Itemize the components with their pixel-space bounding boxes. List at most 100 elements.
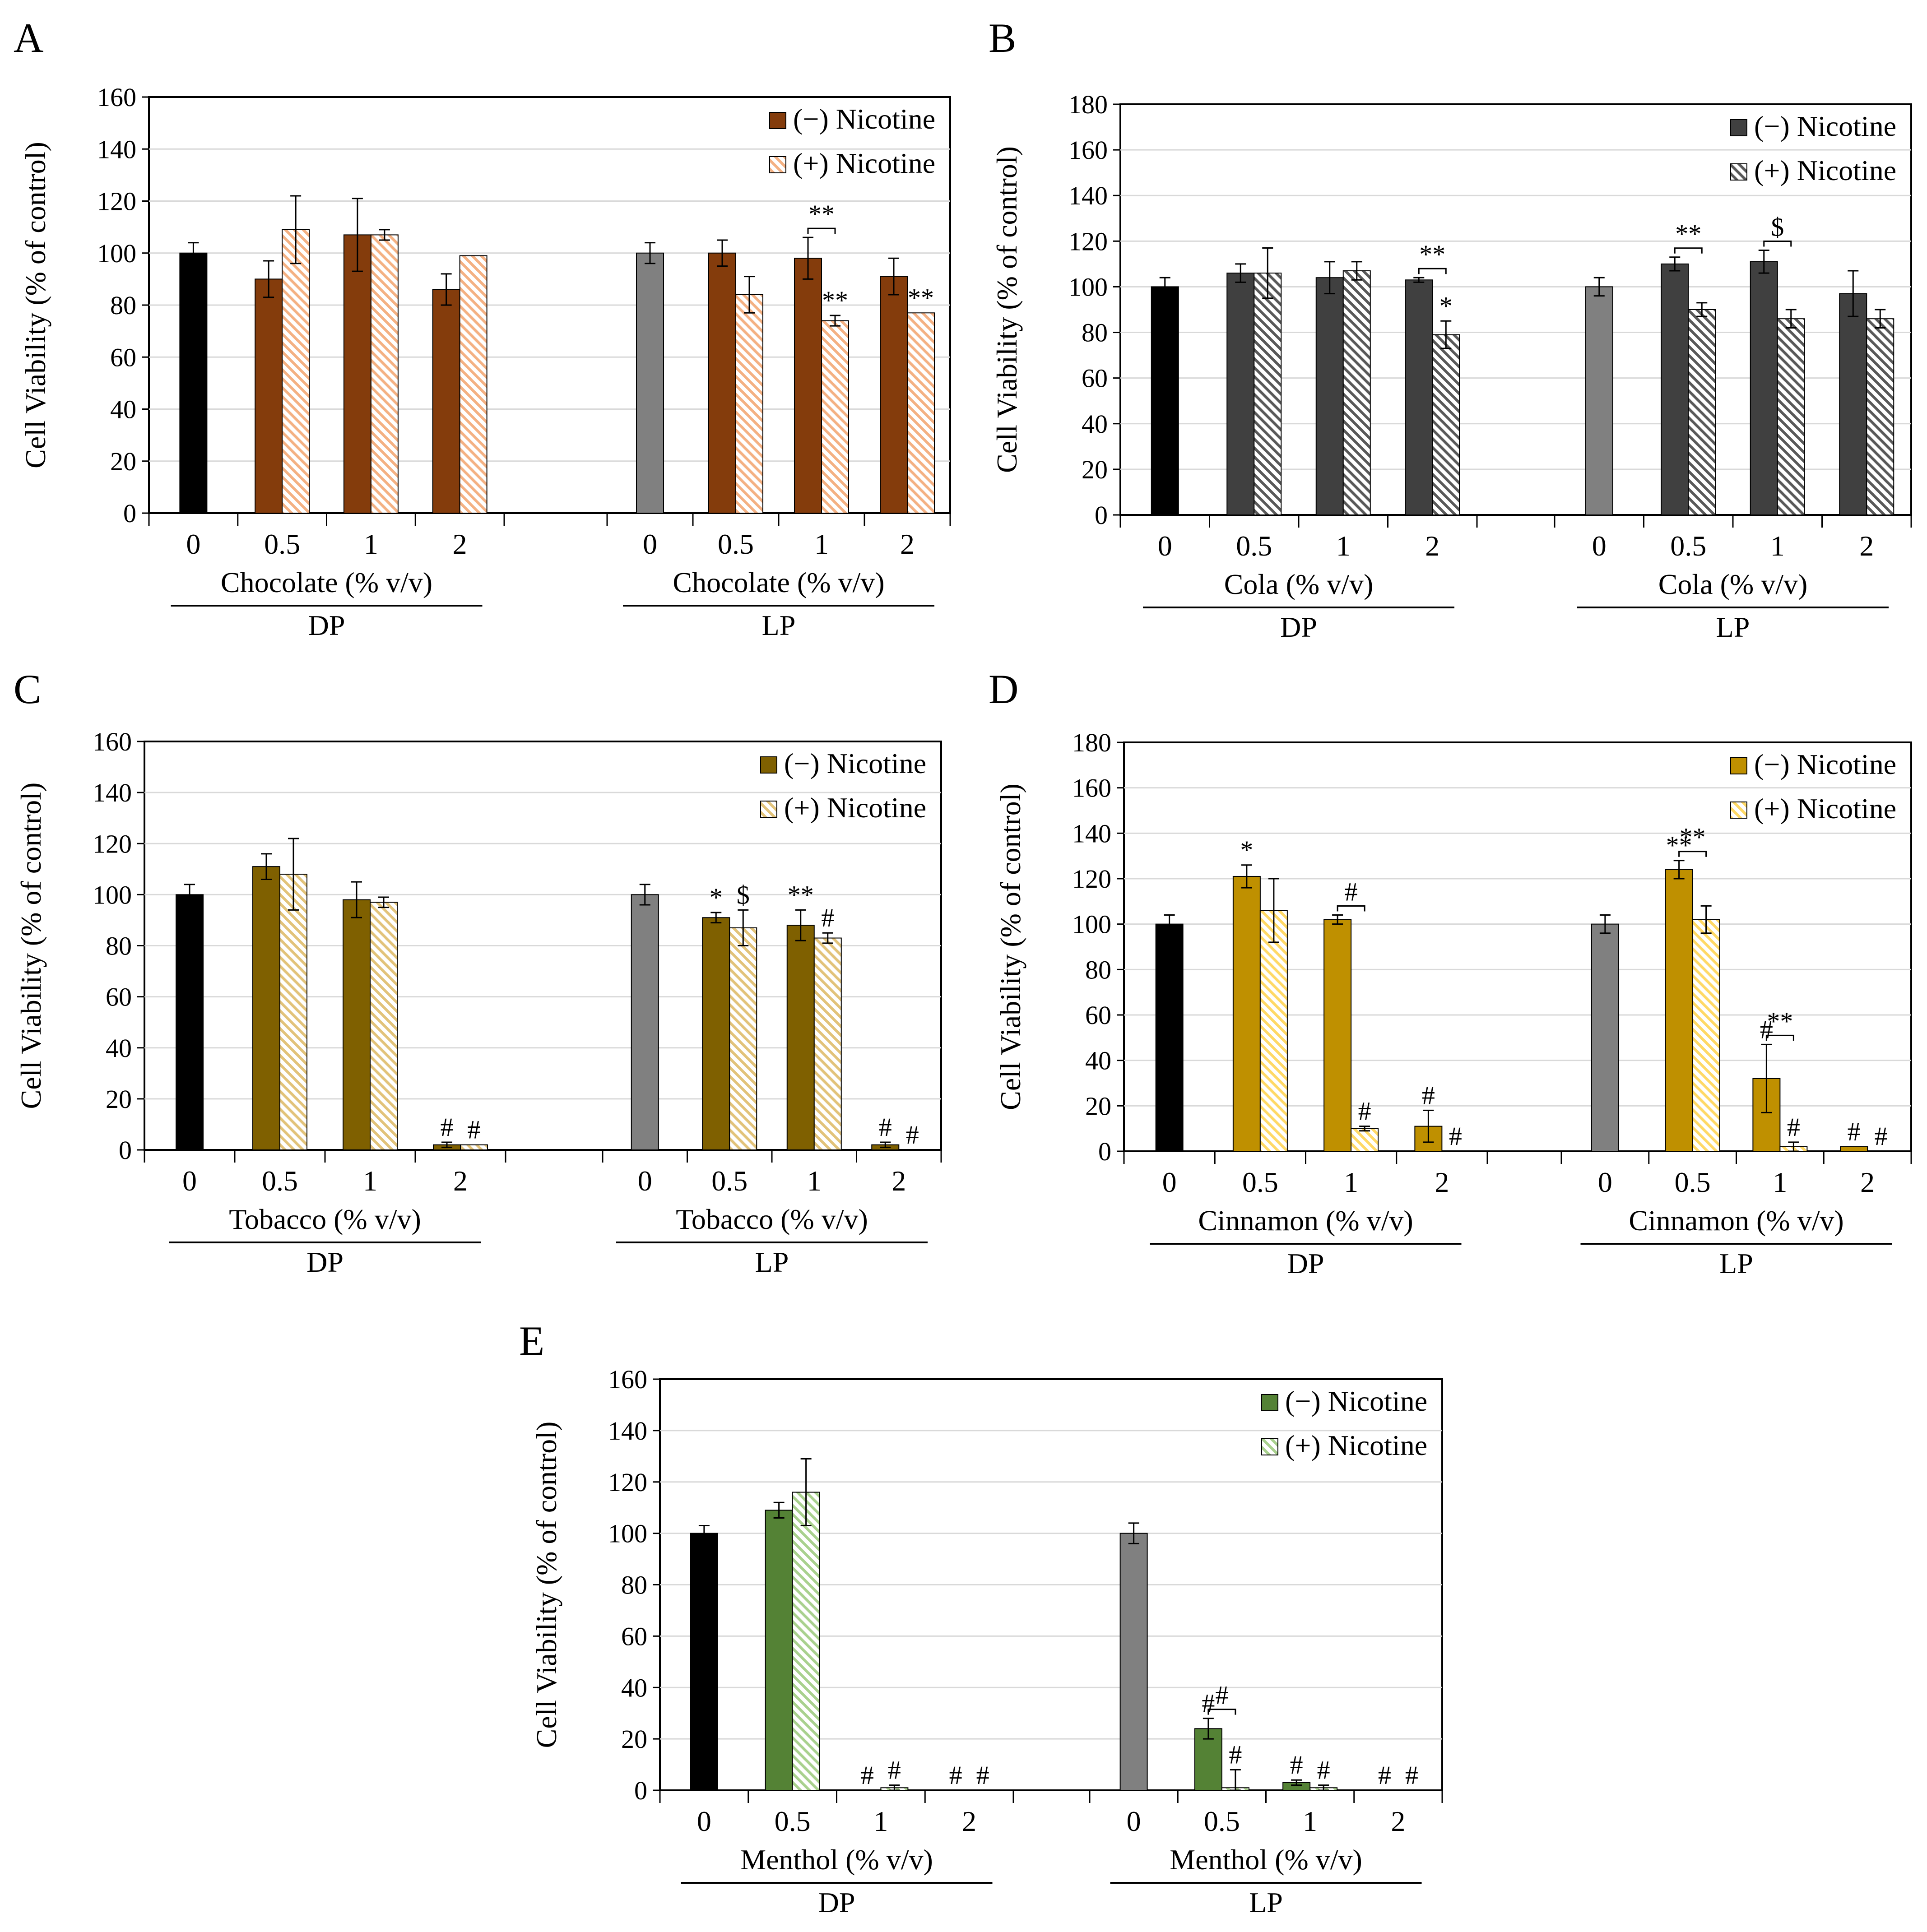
x-tick-label: 0 bbox=[186, 528, 200, 560]
bar-control bbox=[1591, 923, 1619, 1152]
x-tick-label: 0.5 bbox=[262, 1165, 298, 1197]
y-tick-label: 100 bbox=[608, 1519, 647, 1548]
bar-neg-nicotine bbox=[765, 1510, 793, 1791]
bar-neg-nicotine bbox=[1232, 876, 1261, 1152]
x-tick-label: 2 bbox=[453, 528, 467, 560]
legend-swatch-pos bbox=[1261, 1438, 1278, 1455]
sig-annotation: # bbox=[879, 1112, 892, 1142]
y-tick-label: 160 bbox=[1072, 774, 1111, 803]
legend-label-pos: (+) Nicotine bbox=[1754, 792, 1896, 825]
y-tick-label: 0 bbox=[634, 1776, 647, 1805]
y-tick-label: 120 bbox=[1072, 864, 1111, 894]
bar-pos-nicotine bbox=[907, 312, 935, 514]
x-axis-label: Chocolate (% v/v) bbox=[221, 566, 432, 598]
x-axis-label: Menthol (% v/v) bbox=[1170, 1844, 1362, 1876]
bar-neg-nicotine bbox=[343, 234, 371, 514]
y-tick-label: 140 bbox=[608, 1416, 647, 1446]
bar-pos-nicotine bbox=[729, 927, 757, 1150]
y-tick-label: 120 bbox=[97, 187, 136, 216]
y-tick-label: 40 bbox=[621, 1673, 647, 1702]
y-axis-label: Cell Viability (% of control) bbox=[19, 142, 51, 468]
legend-swatch-pos bbox=[760, 801, 777, 818]
bar-pos-nicotine bbox=[279, 874, 307, 1150]
group-label: DP bbox=[818, 1886, 855, 1918]
legend: (−) Nicotine (+) Nicotine bbox=[769, 103, 935, 179]
x-tick-label: 0.5 bbox=[711, 1165, 748, 1197]
x-tick-label: 0.5 bbox=[1675, 1166, 1711, 1198]
y-tick-label: 120 bbox=[608, 1468, 647, 1497]
sig-annotation: # bbox=[1229, 1740, 1242, 1769]
legend-label-pos: (+) Nicotine bbox=[1754, 154, 1896, 186]
bar-pos-nicotine bbox=[282, 229, 310, 514]
y-tick-label: 20 bbox=[106, 1084, 132, 1114]
sig-annotation: # bbox=[1449, 1121, 1462, 1151]
sig-annotation: # bbox=[1317, 1756, 1330, 1785]
x-tick-label: 0 bbox=[1592, 530, 1607, 562]
sig-annotation: # bbox=[906, 1120, 919, 1149]
sig-annotation: $ bbox=[737, 880, 750, 909]
y-tick-label: 160 bbox=[93, 727, 132, 756]
legend: (−) Nicotine (+) Nicotine bbox=[760, 747, 926, 824]
bar-pos-nicotine bbox=[1688, 309, 1716, 515]
bar-control bbox=[1155, 923, 1184, 1152]
bar-neg-nicotine bbox=[252, 866, 280, 1150]
comparison-bracket bbox=[1418, 268, 1447, 274]
y-tick-label: 140 bbox=[1072, 819, 1111, 848]
x-tick-label: 0 bbox=[697, 1805, 711, 1837]
bar-neg-nicotine bbox=[708, 252, 736, 514]
x-tick-label: 2 bbox=[1435, 1166, 1449, 1198]
x-tick-label: 0 bbox=[1162, 1166, 1177, 1198]
sig-annotation: ** bbox=[822, 286, 848, 315]
comparison-bracket bbox=[1765, 1034, 1794, 1041]
bar-pos-nicotine bbox=[1777, 318, 1805, 515]
group-label: LP bbox=[1249, 1886, 1283, 1918]
y-tick-label: 80 bbox=[1082, 318, 1108, 347]
sig-annotation: * bbox=[1439, 291, 1453, 320]
bar-control bbox=[1151, 286, 1179, 515]
bar-neg-nicotine bbox=[1323, 919, 1352, 1152]
y-tick-label: 180 bbox=[1072, 728, 1111, 757]
bar-pos-nicotine bbox=[1692, 919, 1720, 1152]
bar-neg-nicotine bbox=[1315, 277, 1344, 515]
y-tick-label: 60 bbox=[1082, 364, 1108, 393]
y-axis-label: Cell Viability (% of control) bbox=[15, 783, 47, 1109]
x-axis-label: Cola (% v/v) bbox=[1224, 568, 1374, 600]
bar-pos-nicotine bbox=[370, 234, 399, 514]
bracket-label: ** bbox=[1419, 240, 1445, 269]
bar-pos-nicotine bbox=[792, 1492, 820, 1791]
bar-neg-nicotine bbox=[702, 917, 730, 1150]
sig-annotation: # bbox=[1405, 1761, 1418, 1790]
group-label: DP bbox=[1280, 611, 1317, 643]
x-tick-label: 2 bbox=[1391, 1805, 1405, 1837]
y-tick-label: 140 bbox=[93, 778, 132, 807]
legend-swatch-neg bbox=[769, 112, 786, 129]
legend-label-neg: (−) Nicotine bbox=[1754, 748, 1896, 780]
plot-frame bbox=[1123, 741, 1912, 1152]
y-tick-label: 120 bbox=[93, 829, 132, 858]
y-axis-label: Cell Viability (% of control) bbox=[994, 783, 1026, 1110]
panel-letter: C bbox=[14, 666, 41, 712]
x-tick-label: 0.5 bbox=[775, 1805, 811, 1837]
x-tick-label: 0 bbox=[1158, 530, 1172, 562]
x-tick-label: 1 bbox=[1773, 1166, 1787, 1198]
y-tick-label: 180 bbox=[1068, 90, 1108, 119]
bar-neg-nicotine bbox=[1839, 293, 1867, 515]
bracket-label: ** bbox=[808, 199, 835, 229]
bar-pos-nicotine bbox=[1259, 910, 1288, 1152]
group-LP: ** ** ** 0 0.5 1 2 Chocolate (% v/v) LP bbox=[606, 199, 951, 641]
sig-annotation: # bbox=[949, 1761, 962, 1790]
x-tick-label: 1 bbox=[1770, 530, 1785, 562]
sig-annotation: # bbox=[861, 1761, 874, 1790]
bracket-label: ** bbox=[1680, 823, 1706, 852]
x-axis-label: Menthol (% v/v) bbox=[740, 1844, 933, 1876]
x-axis-label: Cinnamon (% v/v) bbox=[1198, 1205, 1413, 1237]
bar-pos-nicotine bbox=[735, 294, 763, 514]
comparison-bracket bbox=[1337, 905, 1365, 912]
x-tick-label: 2 bbox=[1425, 530, 1439, 562]
